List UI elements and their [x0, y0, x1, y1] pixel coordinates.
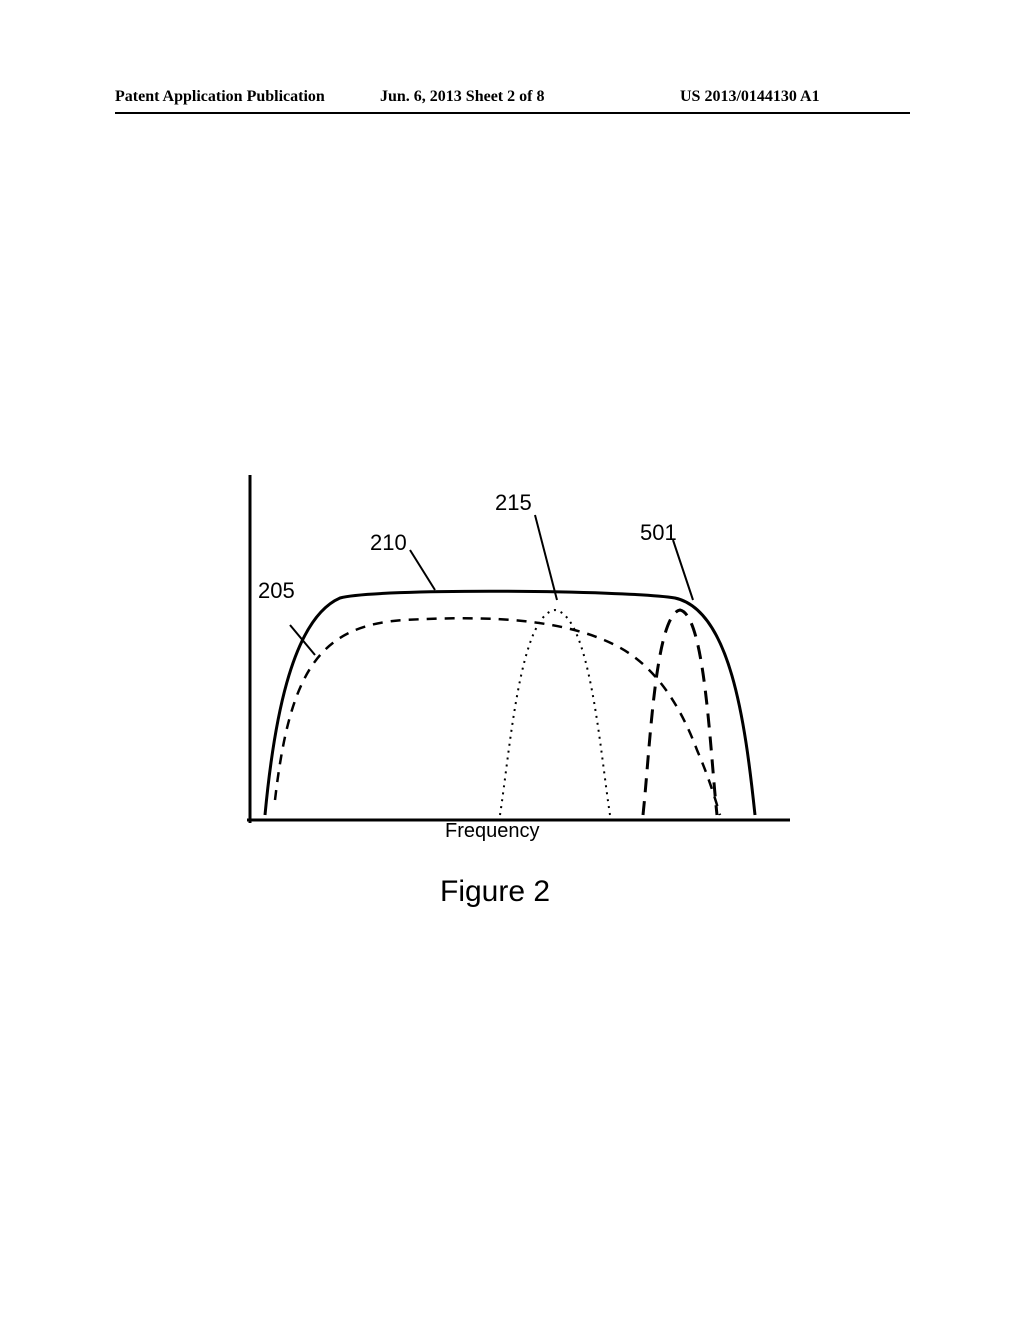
curve-210-solid [265, 591, 755, 815]
header-publication: Patent Application Publication [115, 88, 325, 106]
curve-215-dotted [500, 610, 610, 815]
figure-2-chart [235, 460, 795, 840]
x-axis-label: Frequency [445, 820, 540, 843]
leader-210 [410, 550, 435, 590]
header-rule [115, 112, 910, 114]
leader-215 [535, 515, 557, 600]
header-patent-number: US 2013/0144130 A1 [680, 88, 820, 106]
leader-205 [290, 625, 315, 655]
header-date-sheet: Jun. 6, 2013 Sheet 2 of 8 [380, 88, 544, 106]
curve-501-long-dash [643, 610, 717, 815]
leader-501 [673, 540, 693, 600]
frequency-response-plot [235, 460, 795, 840]
figure-caption: Figure 2 [440, 875, 550, 909]
